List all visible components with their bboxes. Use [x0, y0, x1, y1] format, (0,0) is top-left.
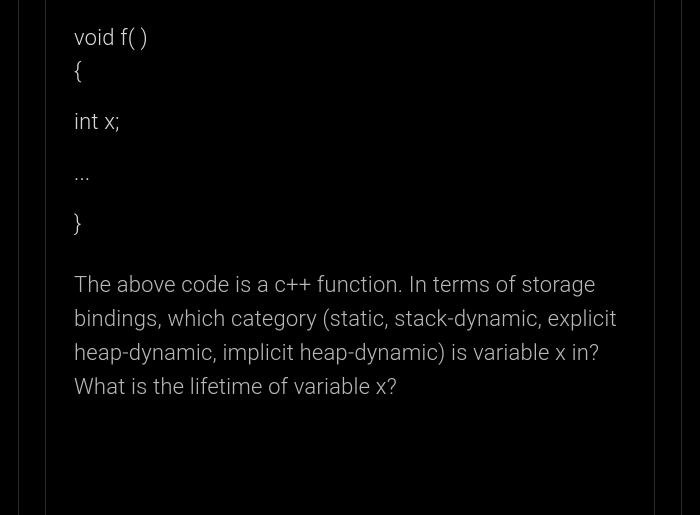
code-line-1: void f( )	[74, 22, 626, 55]
code-spacer	[74, 139, 626, 157]
code-line-5: }	[74, 208, 626, 241]
code-spacer	[74, 190, 626, 208]
code-line-3: int x;	[74, 106, 626, 139]
question-paragraph: The above code is a c++ function. In ter…	[74, 269, 626, 405]
content-card: void f( ) { int x; ... } The above code …	[45, 0, 655, 515]
code-line-2: {	[74, 55, 626, 88]
code-line-4: ...	[74, 157, 626, 190]
code-spacer	[74, 88, 626, 106]
code-block: void f( ) { int x; ... }	[74, 22, 626, 241]
